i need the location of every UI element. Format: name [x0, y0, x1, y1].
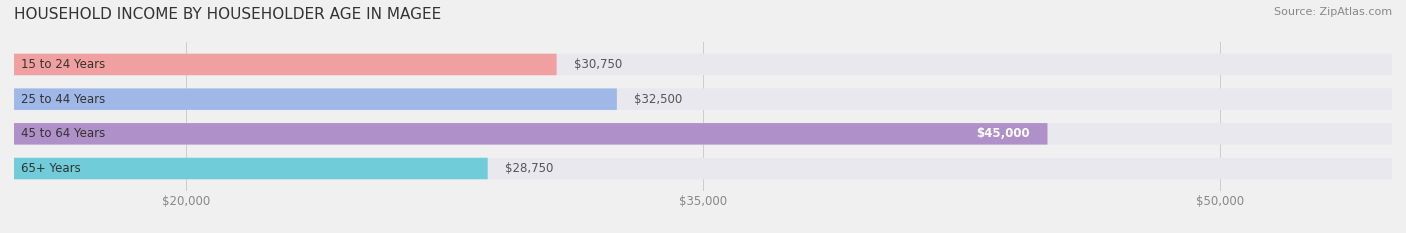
Text: $30,750: $30,750: [574, 58, 621, 71]
FancyBboxPatch shape: [14, 158, 488, 179]
Text: 15 to 24 Years: 15 to 24 Years: [21, 58, 105, 71]
FancyBboxPatch shape: [14, 54, 1392, 75]
FancyBboxPatch shape: [14, 123, 1392, 145]
Text: $28,750: $28,750: [505, 162, 554, 175]
Text: Source: ZipAtlas.com: Source: ZipAtlas.com: [1274, 7, 1392, 17]
Text: $32,500: $32,500: [634, 93, 682, 106]
Text: 25 to 44 Years: 25 to 44 Years: [21, 93, 105, 106]
FancyBboxPatch shape: [14, 88, 1392, 110]
FancyBboxPatch shape: [14, 88, 617, 110]
Text: $45,000: $45,000: [977, 127, 1031, 140]
FancyBboxPatch shape: [14, 158, 1392, 179]
Text: 45 to 64 Years: 45 to 64 Years: [21, 127, 105, 140]
Text: 65+ Years: 65+ Years: [21, 162, 80, 175]
FancyBboxPatch shape: [14, 123, 1047, 145]
FancyBboxPatch shape: [14, 54, 557, 75]
Text: HOUSEHOLD INCOME BY HOUSEHOLDER AGE IN MAGEE: HOUSEHOLD INCOME BY HOUSEHOLDER AGE IN M…: [14, 7, 441, 22]
